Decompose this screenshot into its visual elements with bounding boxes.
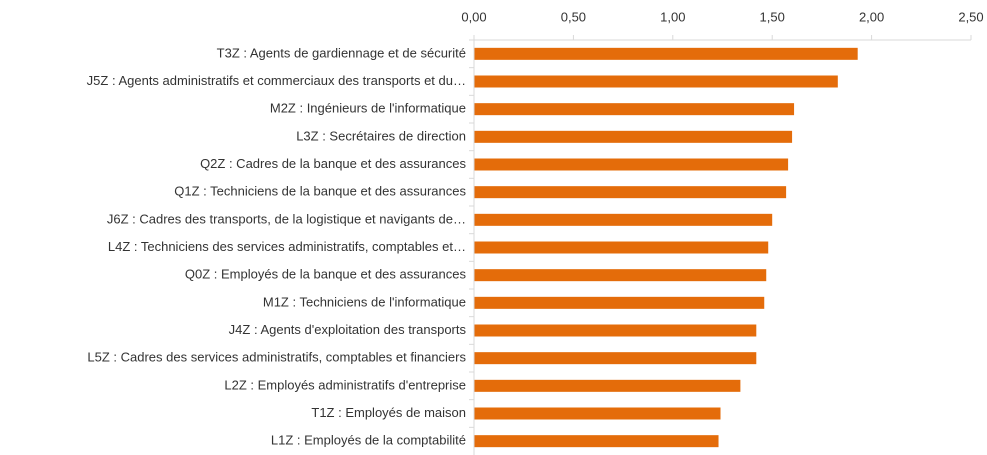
y-tick-label: L3Z : Secrétaires de direction — [296, 128, 466, 143]
y-tick-label: L1Z : Employés de la comptabilité — [271, 433, 466, 448]
bar — [474, 186, 787, 199]
bar — [474, 407, 721, 420]
y-tick-label: M2Z : Ingénieurs de l'informatique — [270, 101, 466, 116]
bar — [474, 324, 757, 337]
y-tick-label: T1Z : Employés de maison — [311, 405, 466, 420]
y-tick-label: L4Z : Techniciens des services administr… — [108, 239, 466, 254]
bar — [474, 103, 795, 116]
y-tick-label: J5Z : Agents administratifs et commercia… — [87, 73, 466, 88]
bar — [474, 435, 719, 448]
y-tick-label: Q2Z : Cadres de la banque et des assuran… — [200, 156, 466, 171]
x-tick-label: 0,50 — [561, 9, 586, 24]
y-tick-label: J4Z : Agents d'exploitation des transpor… — [229, 322, 467, 337]
bar — [474, 269, 767, 282]
y-tick-label: M1Z : Techniciens de l'informatique — [263, 294, 466, 309]
x-tick-label: 2,00 — [859, 9, 884, 24]
y-tick-label: Q0Z : Employés de la banque et des assur… — [185, 267, 467, 282]
bar — [474, 75, 838, 88]
bar — [474, 241, 769, 254]
y-tick-label: T3Z : Agents de gardiennage et de sécuri… — [217, 45, 466, 60]
y-tick-label: L2Z : Employés administratifs d'entrepri… — [224, 377, 466, 392]
y-tick-label: J6Z : Cadres des transports, de la logis… — [107, 211, 466, 226]
bar — [474, 158, 789, 171]
bar — [474, 213, 773, 226]
y-tick-label: L5Z : Cadres des services administratifs… — [87, 350, 466, 365]
y-tick-label: Q1Z : Techniciens de la banque et des as… — [174, 184, 466, 199]
x-tick-label: 1,00 — [660, 9, 685, 24]
x-tick-label: 2,50 — [958, 9, 983, 24]
bar — [474, 47, 858, 60]
bar — [474, 379, 741, 392]
bar — [474, 352, 757, 365]
x-tick-label: 0,00 — [461, 9, 486, 24]
bar — [474, 296, 765, 309]
x-tick-label: 1,50 — [760, 9, 785, 24]
bar — [474, 130, 793, 143]
